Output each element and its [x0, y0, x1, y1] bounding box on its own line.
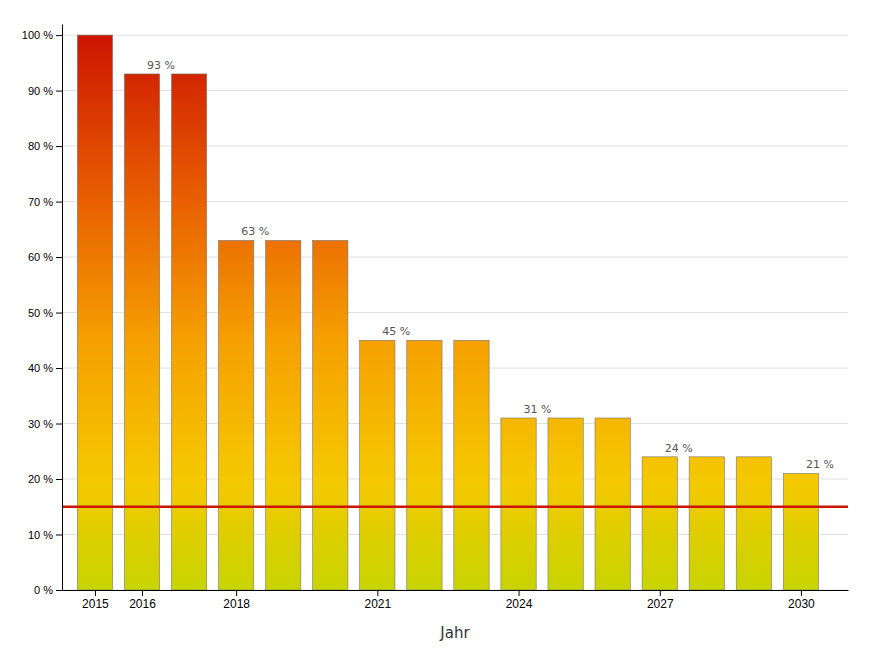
bar [407, 340, 442, 590]
grid-line [62, 35, 848, 36]
x-axis-line [63, 590, 849, 591]
y-tick-mark [56, 146, 62, 147]
x-tick: 2015 [82, 590, 109, 611]
bar [736, 457, 771, 590]
bar [266, 240, 301, 590]
y-axis-line [62, 25, 63, 591]
bar [124, 74, 159, 590]
x-tick-mark [142, 590, 143, 596]
x-tick-label: 2024 [506, 597, 533, 611]
y-tick-label: 90 % [28, 85, 53, 97]
bar [783, 473, 818, 590]
y-tick-mark [56, 535, 62, 536]
y-tick: 60 % [28, 251, 62, 263]
y-tick: 80 % [28, 140, 62, 152]
y-tick-mark [56, 424, 62, 425]
data-label: 24 % [665, 442, 693, 455]
y-tick: 90 % [28, 85, 62, 97]
data-labels: 93 % 63 % 45 % 31 % 24 % 21 % [147, 59, 834, 472]
x-tick-mark [660, 590, 661, 596]
x-tick: 2024 [506, 590, 533, 611]
x-tick-label: 2018 [223, 597, 250, 611]
y-tick-mark [56, 257, 62, 258]
x-axis: 2015 2016 2018 2021 2024 2027 2030 [63, 590, 849, 611]
x-tick-label: 2030 [788, 597, 815, 611]
bar [642, 457, 677, 590]
bar [218, 240, 253, 590]
bar [360, 340, 395, 590]
y-tick: 0 % [34, 584, 62, 596]
y-tick: 40 % [28, 362, 62, 374]
y-tick-mark [56, 479, 62, 480]
x-tick: 2027 [647, 590, 674, 611]
y-tick-label: 10 % [28, 529, 53, 541]
y-tick-label: 50 % [28, 307, 53, 319]
y-tick-mark [56, 35, 62, 36]
x-tick-mark [801, 590, 802, 596]
y-tick-label: 30 % [28, 418, 53, 430]
bar [501, 418, 536, 590]
data-label: 21 % [806, 458, 834, 471]
bar [595, 418, 630, 590]
y-tick-label: 70 % [28, 196, 53, 208]
y-tick-mark [56, 202, 62, 203]
bar [454, 340, 489, 590]
x-tick: 2016 [129, 590, 156, 611]
bar [313, 240, 348, 590]
bar [689, 457, 724, 590]
bar [548, 418, 583, 590]
marks [62, 35, 848, 590]
y-tick-label: 20 % [28, 473, 53, 485]
y-tick-mark [56, 590, 62, 591]
y-tick: 30 % [28, 418, 62, 430]
x-tick-mark [377, 590, 378, 596]
y-tick: 10 % [28, 529, 62, 541]
x-tick-label: 2021 [364, 597, 391, 611]
y-tick: 50 % [28, 307, 62, 319]
x-tick: 2018 [223, 590, 250, 611]
data-label: 31 % [524, 403, 552, 416]
y-tick: 20 % [28, 473, 62, 485]
y-tick: 70 % [28, 196, 62, 208]
bar [171, 74, 206, 590]
y-tick-label: 100 % [22, 29, 53, 41]
grid [62, 35, 848, 590]
chart: 2015 2016 2018 2021 2024 2027 2030 0 % 10 % 20 % 3… [0, 0, 872, 654]
y-tick-mark [56, 368, 62, 369]
plot: 2015 2016 2018 2021 2024 2027 2030 0 % 10 % 20 % 3… [22, 25, 849, 611]
x-tick-mark [95, 590, 96, 596]
x-tick-mark [519, 590, 520, 596]
data-label: 93 % [147, 59, 175, 72]
data-label: 45 % [382, 325, 410, 338]
y-tick-label: 0 % [34, 584, 53, 596]
y-tick-mark [56, 313, 62, 314]
y-tick: 100 % [22, 29, 62, 41]
y-tick-label: 60 % [28, 251, 53, 263]
y-tick-mark [56, 91, 62, 92]
x-tick: 2030 [788, 590, 815, 611]
x-axis-title: Jahr [439, 624, 470, 642]
x-tick-label: 2015 [82, 597, 109, 611]
data-label: 63 % [241, 225, 269, 238]
y-tick-label: 80 % [28, 140, 53, 152]
y-axis: 0 % 10 % 20 % 30 % 40 % 50 % 60 % 70 % 80 % 90 % 1… [22, 25, 63, 597]
x-tick: 2021 [364, 590, 391, 611]
x-tick-label: 2016 [129, 597, 156, 611]
x-tick-label: 2027 [647, 597, 674, 611]
y-tick-label: 40 % [28, 362, 53, 374]
x-tick-mark [236, 590, 237, 596]
reference-line [62, 506, 848, 509]
